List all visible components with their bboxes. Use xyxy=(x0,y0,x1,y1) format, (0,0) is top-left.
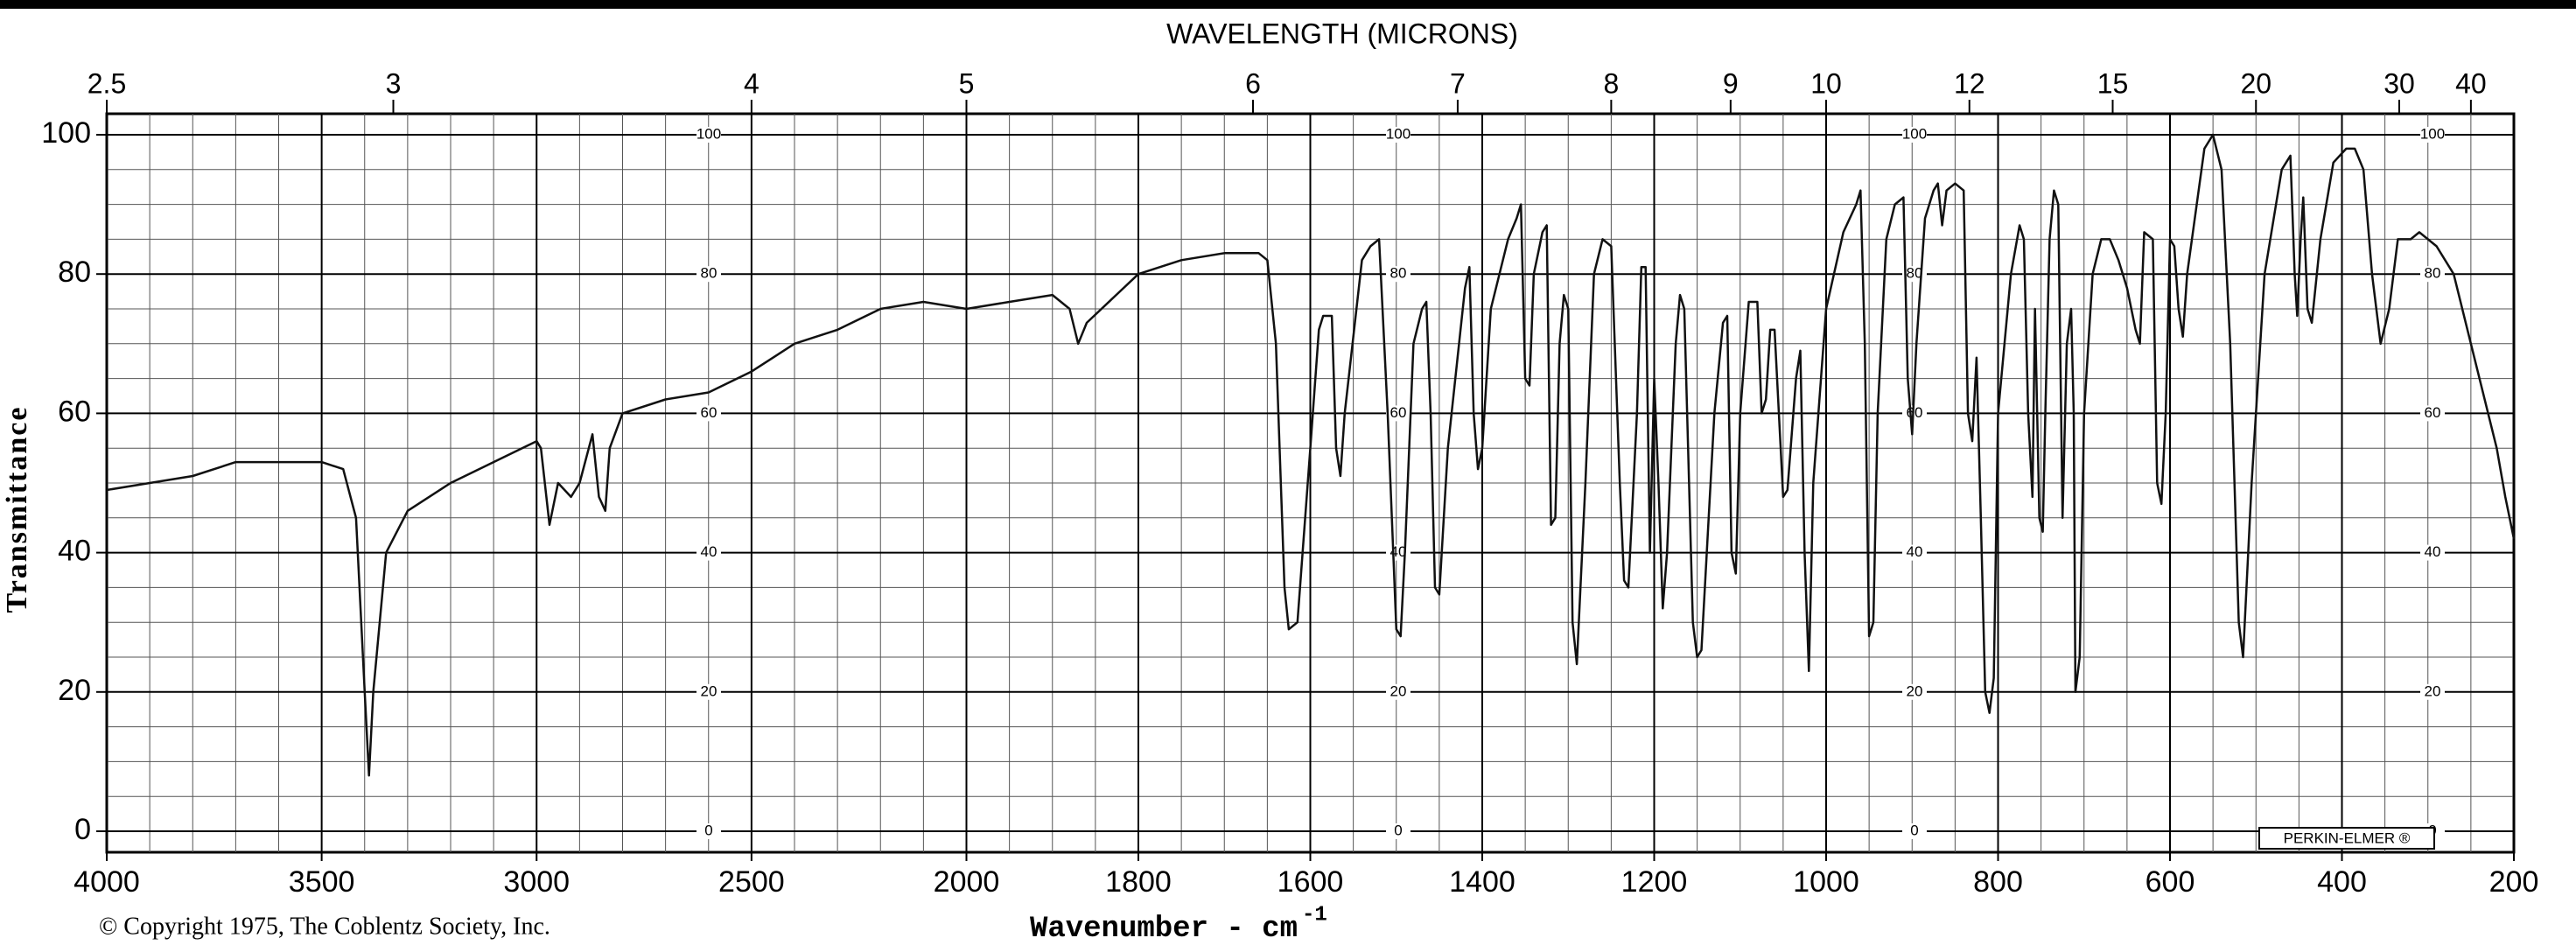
inner-label-bg xyxy=(2420,127,2445,143)
inner-label-bg xyxy=(696,544,721,561)
inner-label-bg xyxy=(1902,683,1927,700)
inner-tick-label: 40 xyxy=(701,543,718,560)
top-tick-label: 10 xyxy=(1810,67,1842,99)
x-tick-label: 1000 xyxy=(1793,865,1859,899)
inner-label-bg xyxy=(1386,405,1410,422)
y-axis-label: Transmittance xyxy=(1,406,33,613)
top-tick-label: 6 xyxy=(1245,67,1261,99)
inner-tick-label: 20 xyxy=(1390,682,1407,699)
maker-box xyxy=(2258,827,2435,850)
x-tick-label: 800 xyxy=(1973,865,2023,899)
maker-label: PERKIN-ELMER ® xyxy=(2284,830,2411,846)
inner-label-bg xyxy=(2420,683,2445,700)
inner-label-bg xyxy=(1386,127,1410,143)
inner-label-bg xyxy=(1902,127,1927,143)
inner-tick-label: 0 xyxy=(704,822,712,838)
y-tick-label: 80 xyxy=(58,256,91,289)
x-tick-label: 3500 xyxy=(289,865,355,899)
copyright: © Copyright 1975, The Coblentz Society, … xyxy=(99,913,550,940)
top-tick-label: 2.5 xyxy=(88,67,126,99)
inner-tick-label: 0 xyxy=(1910,822,1918,838)
x-tick-label: 2000 xyxy=(934,865,1000,899)
inner-tick-label: 60 xyxy=(2425,404,2441,421)
top-tick-label: 15 xyxy=(2097,67,2129,99)
top-tick-label: 4 xyxy=(744,67,760,99)
x-tick-label: 3000 xyxy=(503,865,570,899)
inner-tick-label: 40 xyxy=(1907,543,1923,560)
x-tick-label: 4000 xyxy=(74,865,140,899)
inner-label-bg xyxy=(696,405,721,422)
inner-label-bg xyxy=(1386,266,1410,283)
inner-label-bg xyxy=(696,823,721,839)
inner-tick-label: 60 xyxy=(1390,404,1407,421)
inner-tick-label: 0 xyxy=(1394,822,1402,838)
inner-label-bg xyxy=(2420,544,2445,561)
x-axis-label-exponent: -1 xyxy=(1302,903,1327,927)
top-tick-label: 8 xyxy=(1603,67,1619,99)
inner-tick-label: 80 xyxy=(2425,265,2441,282)
inner-tick-label: 80 xyxy=(701,265,718,282)
x-tick-label: 2500 xyxy=(718,865,785,899)
inner-label-bg xyxy=(696,266,721,283)
inner-label-bg xyxy=(696,127,721,143)
x-tick-label: 1800 xyxy=(1105,865,1172,899)
y-tick-label: 40 xyxy=(58,535,91,568)
top-tick-label: 3 xyxy=(386,67,402,99)
x-tick-label: 1600 xyxy=(1278,865,1344,899)
inner-tick-label: 80 xyxy=(1907,265,1923,282)
top-tick-label: 12 xyxy=(1954,67,1985,99)
inner-label-bg xyxy=(1902,544,1927,561)
top-tick-label: 9 xyxy=(1723,67,1739,99)
y-tick-label: 20 xyxy=(58,674,91,707)
x-tick-label: 400 xyxy=(2317,865,2367,899)
x-axis-label: Wavenumber - cm xyxy=(1030,913,1298,946)
inner-tick-label: 100 xyxy=(696,125,721,142)
y-tick-label: 100 xyxy=(41,116,91,150)
inner-tick-label: 40 xyxy=(2425,543,2441,560)
top-tick-label: 40 xyxy=(2455,67,2487,99)
inner-label-bg xyxy=(2420,266,2445,283)
inner-label-bg xyxy=(1902,405,1927,422)
inner-tick-label: 60 xyxy=(701,404,718,421)
inner-tick-label: 100 xyxy=(2420,125,2445,142)
inner-tick-label: 20 xyxy=(1907,682,1923,699)
spectrum-line xyxy=(106,133,2516,777)
inner-tick-label: 20 xyxy=(701,682,718,699)
inner-label-bg xyxy=(696,683,721,700)
inner-tick-label: 100 xyxy=(1902,125,1927,142)
y-tick-label: 0 xyxy=(74,813,91,846)
inner-tick-label: 20 xyxy=(2425,682,2441,699)
x-tick-label: 200 xyxy=(2489,865,2539,899)
top-tick-label: 30 xyxy=(2384,67,2415,99)
x-tick-label: 1200 xyxy=(1621,865,1688,899)
y-tick-label: 60 xyxy=(58,395,91,428)
inner-tick-label: 80 xyxy=(1390,265,1407,282)
scan-edge xyxy=(0,0,2576,9)
inner-label-bg xyxy=(1386,823,1410,839)
top-tick-label: 20 xyxy=(2240,67,2272,99)
top-tick-label: 5 xyxy=(959,67,975,99)
inner-label-bg xyxy=(1902,823,1927,839)
x-tick-label: 600 xyxy=(2146,865,2195,899)
chart-title: WAVELENGTH (MICRONS) xyxy=(1166,18,1518,49)
top-tick-label: 7 xyxy=(1450,67,1466,99)
inner-label-bg xyxy=(2420,405,2445,422)
x-tick-label: 1400 xyxy=(1449,865,1516,899)
inner-tick-label: 100 xyxy=(1386,125,1410,142)
inner-label-bg xyxy=(1386,683,1410,700)
